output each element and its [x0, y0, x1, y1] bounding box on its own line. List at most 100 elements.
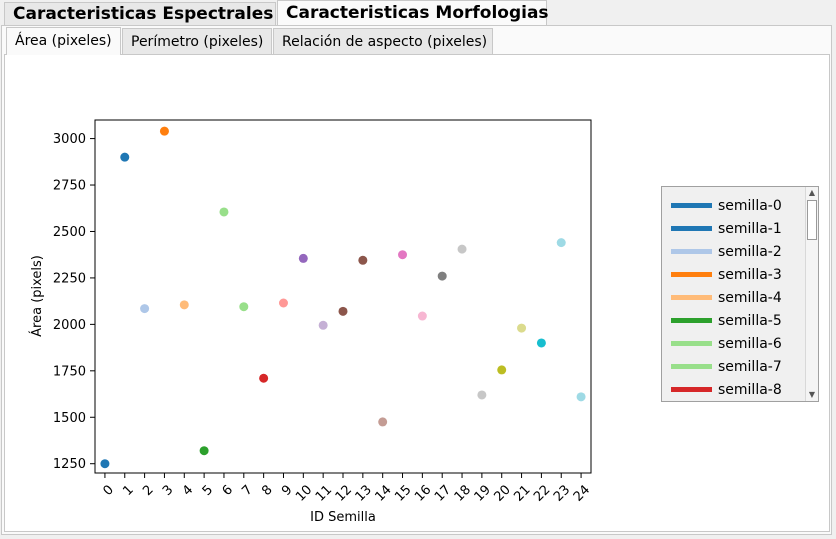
- x-tick-label: 22: [531, 482, 553, 504]
- legend-swatch: [671, 226, 712, 231]
- x-tick-label: 13: [353, 482, 375, 504]
- x-tick-label: 9: [279, 482, 295, 498]
- legend-label: semilla-5: [718, 313, 782, 329]
- tab-caracteristicas-espectrales[interactable]: Caracteristicas Espectrales: [4, 2, 276, 25]
- data-point: [338, 306, 348, 316]
- y-tick-label: 2000: [53, 318, 86, 333]
- data-point: [417, 311, 427, 321]
- tab-area[interactable]: Área (pixeles): [6, 27, 121, 55]
- data-point: [536, 338, 546, 348]
- scroll-up-icon[interactable]: ▲: [808, 188, 816, 197]
- x-tick-label: 19: [472, 482, 494, 504]
- x-tick-label: 15: [392, 482, 414, 504]
- legend-swatch: [671, 272, 712, 277]
- data-point: [278, 298, 288, 308]
- legend-item: semilla-8: [671, 379, 811, 401]
- legend-label: semilla-2: [718, 244, 782, 260]
- data-point: [497, 365, 507, 375]
- x-tick-label: 17: [432, 482, 454, 504]
- data-point: [239, 302, 249, 312]
- legend-label: semilla-6: [718, 336, 782, 352]
- y-tick-label: 2500: [53, 225, 86, 240]
- x-axis-label: ID Semilla: [310, 510, 376, 525]
- x-tick-label: 7: [239, 482, 255, 498]
- data-point: [199, 446, 209, 456]
- data-point: [219, 207, 229, 217]
- data-point: [398, 250, 408, 260]
- data-point: [576, 392, 586, 402]
- x-tick-label: 1: [120, 482, 136, 498]
- data-point: [159, 126, 169, 136]
- legend[interactable]: semilla-0 semilla-1 semilla-2 semilla-3 semi…: [661, 186, 819, 402]
- y-axis-label: Área (pixels): [29, 255, 45, 337]
- data-point: [259, 373, 269, 383]
- scroll-thumb[interactable]: [807, 200, 817, 240]
- x-tick-label: 23: [551, 482, 573, 504]
- x-tick-label: 3: [160, 482, 176, 498]
- x-tick-label: 6: [220, 482, 236, 498]
- x-tick-label: 21: [511, 482, 533, 504]
- tab-perimetro[interactable]: Perímetro (pixeles): [122, 28, 272, 54]
- legend-item: semilla-5: [671, 310, 811, 332]
- data-point: [179, 300, 189, 310]
- x-tick-label: 24: [571, 482, 593, 504]
- data-point: [437, 271, 447, 281]
- data-point: [318, 320, 328, 330]
- x-tick-label: 10: [293, 482, 315, 504]
- legend-scrollbar[interactable]: ▲ ▼: [805, 187, 818, 401]
- legend-label: semilla-1: [718, 221, 782, 237]
- legend-swatch: [671, 249, 712, 254]
- data-point: [378, 417, 388, 427]
- x-tick-label: 8: [259, 482, 275, 498]
- legend-label: semilla-0: [718, 198, 782, 214]
- data-point: [477, 390, 487, 400]
- y-tick-label: 1250: [53, 457, 86, 472]
- x-tick-label: 18: [452, 482, 474, 504]
- y-tick-label: 1750: [53, 364, 86, 379]
- data-point: [120, 152, 130, 162]
- data-point: [457, 244, 467, 254]
- x-tick-label: 4: [180, 482, 196, 498]
- scroll-down-icon[interactable]: ▼: [808, 390, 816, 399]
- y-tick-label: 1500: [53, 411, 86, 426]
- x-tick-label: 20: [491, 482, 513, 504]
- y-tick-label: 2750: [53, 179, 86, 194]
- legend-item: semilla-3: [671, 264, 811, 286]
- legend-swatch: [671, 364, 712, 369]
- legend-item: semilla-2: [671, 241, 811, 263]
- legend-item: semilla-1: [671, 218, 811, 240]
- tab-caracteristicas-morfologias[interactable]: Caracteristicas Morfologias: [277, 0, 549, 26]
- y-tick-label: 3000: [53, 132, 86, 147]
- top-tab-bar: Caracteristicas Espectrales Caracteristi…: [0, 0, 836, 26]
- x-tick-label: 14: [372, 482, 394, 504]
- x-tick-label: 0: [101, 482, 117, 498]
- data-point: [358, 255, 368, 265]
- legend-label: semilla-4: [718, 290, 782, 306]
- legend-label: semilla-8: [718, 382, 782, 398]
- x-tick-label: 2: [140, 482, 156, 498]
- data-point: [298, 253, 308, 263]
- legend-swatch: [671, 318, 712, 323]
- plot-area: [94, 119, 592, 474]
- legend-swatch: [671, 295, 712, 300]
- legend-item: semilla-6: [671, 333, 811, 355]
- data-point: [517, 323, 527, 333]
- legend-item: semilla-7: [671, 356, 811, 378]
- y-tick-label: 2250: [53, 271, 86, 286]
- legend-swatch: [671, 387, 712, 392]
- x-tick-label: 12: [333, 482, 355, 504]
- legend-label: semilla-3: [718, 267, 782, 283]
- legend-item: semilla-0: [671, 195, 811, 217]
- x-tick-label: 11: [313, 482, 335, 504]
- x-tick-label: 5: [200, 482, 216, 498]
- tab-relacion-aspecto[interactable]: Relación de aspecto (pixeles): [273, 28, 493, 54]
- data-point: [140, 304, 150, 314]
- legend-swatch: [671, 203, 712, 208]
- data-point: [556, 238, 566, 248]
- legend-label: semilla-7: [718, 359, 782, 375]
- data-point: [100, 459, 110, 469]
- legend-item: semilla-4: [671, 287, 811, 309]
- x-tick-label: 16: [412, 482, 434, 504]
